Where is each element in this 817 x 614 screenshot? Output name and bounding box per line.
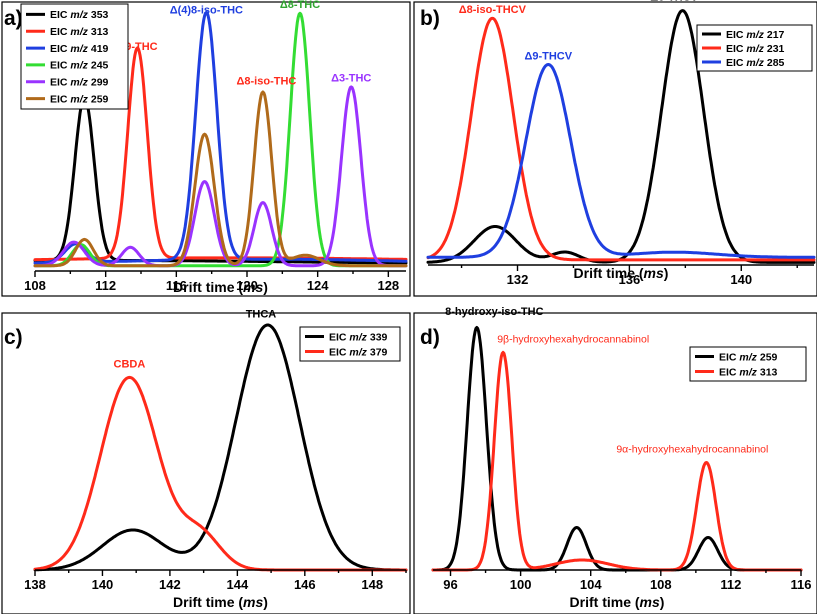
legend-label: EIC m/z 217 [726,29,785,41]
panel-frame [413,1,817,297]
series-line-eic-m-z-353 [33,95,408,265]
x-tick-label: 140 [730,272,752,287]
legend-label: EIC m/z 313 [50,26,109,38]
peak-annotation-8-iso-thc: Δ8-iso-THC [237,75,297,87]
series-line-eic-m-z-231 [426,16,816,262]
legend: EIC m/z 259 EIC m/z 313 [689,346,807,382]
x-tick-label: 138 [24,577,46,592]
x-tick-label: 142 [159,577,181,592]
x-tick-label: 128 [377,278,399,293]
legend-box [299,326,401,362]
x-tick-label: 146 [294,577,316,592]
x-tick-label: 96 [443,577,457,592]
x-tick-label: 140 [92,577,114,592]
legend-label: EIC m/z 419 [50,43,109,55]
x-tick-label: 144 [227,577,249,592]
legend-label: EIC m/z 353 [50,9,109,21]
panel-letter: a) [4,7,23,30]
x-tick-label: 148 [361,577,383,592]
legend-label: EIC m/z 313 [719,366,778,378]
peak-annotation-8-thc: Δ8-THC [280,0,320,11]
x-tick-label: 124 [307,278,329,293]
panel-b: 132 136 140 Drift time (ms) b) Δ8-iso-THCV Δ9-… [413,0,817,297]
x-tick-label: 108 [24,278,46,293]
x-axis-label: Drift time (ms) [574,265,669,281]
legend: EIC m/z 353 EIC m/z 313 EIC m/z 419 EIC m/z… [20,3,129,110]
x-axis-label: Drift time (ms) [173,594,268,610]
peak-annotation-cbda: CBDA [114,359,146,371]
series-line-eic-m-z-285 [426,63,816,259]
x-tick-label: 132 [507,272,529,287]
panel-letter: d) [420,326,440,349]
peak-annotation-9-hydroxyhexahydrocannabinol: 9β-hydroxyhexahydrocannabinol [497,334,649,346]
panel-c: 138 140 142 144 146 148 Drift time (ms) c) CBDA T… [1,309,411,614]
x-tick-label: 112 [720,577,741,592]
peak-annotation-3-thc: Δ3-THC [331,73,371,85]
panel-d: 96 100 104 108 112 116 Drift time (ms) d) 8-hydr… [413,306,817,614]
legend-label: EIC m/z 245 [50,60,109,72]
panel-frame [1,1,411,297]
legend-label: EIC m/z 259 [50,93,109,105]
x-tick-label: 100 [510,577,532,592]
x-axis-label: Drift time (ms) [570,594,665,610]
x-tick-label: 104 [580,577,602,592]
legend-label: EIC m/z 299 [50,77,109,89]
legend-label: EIC m/z 285 [726,57,785,69]
legend-box [20,3,129,110]
peak-annotation-9-hydroxyhexahydrocannabinol: 9α-hydroxyhexahydrocannabinol [616,444,768,456]
x-tick-label: 116 [791,577,812,592]
legend-box [689,346,807,382]
panel-frame [413,312,817,614]
series-line-eic-m-z-299 [33,85,408,268]
legend-label: EIC m/z 231 [726,43,785,55]
series-line-eic-m-z-259 [33,90,408,268]
x-axis-label: Drift time (ms) [173,279,268,295]
x-tick-label: 116 [166,278,187,293]
legend: EIC m/z 217 EIC m/z 231 EIC m/z 285 [696,24,813,72]
peak-annotation-4-8-iso-thc: Δ(4)8-iso-THC [170,4,243,16]
series-line-eic-m-z-339 [33,323,408,572]
peak-annotation-thca: THCA [246,309,277,321]
peak-annotation-8-iso-thcv: Δ8-iso-THCV [459,4,527,16]
legend-label: EIC m/z 259 [719,351,778,363]
series-line-eic-m-z-419 [33,10,408,265]
panel-letter: c) [4,326,23,349]
peak-annotation-8-thcv: Δ8-THCV [650,0,698,3]
legend: EIC m/z 339 EIC m/z 379 [299,326,401,362]
x-tick-label: 120 [236,278,258,293]
x-tick-label: 108 [650,577,672,592]
legend-label: EIC m/z 379 [329,346,388,358]
series-line-eic-m-z-379 [33,375,408,572]
x-tick-label: 112 [95,278,116,293]
panel-letter: b) [420,7,440,30]
legend-label: EIC m/z 339 [329,331,388,343]
peak-annotation-9-thcv: Δ9-THCV [524,50,572,62]
x-tick-label: 136 [619,272,641,287]
panel-frame [1,312,411,614]
peak-annotation-8-hydroxy-iso-thc: 8-hydroxy-iso-THC [445,306,543,318]
